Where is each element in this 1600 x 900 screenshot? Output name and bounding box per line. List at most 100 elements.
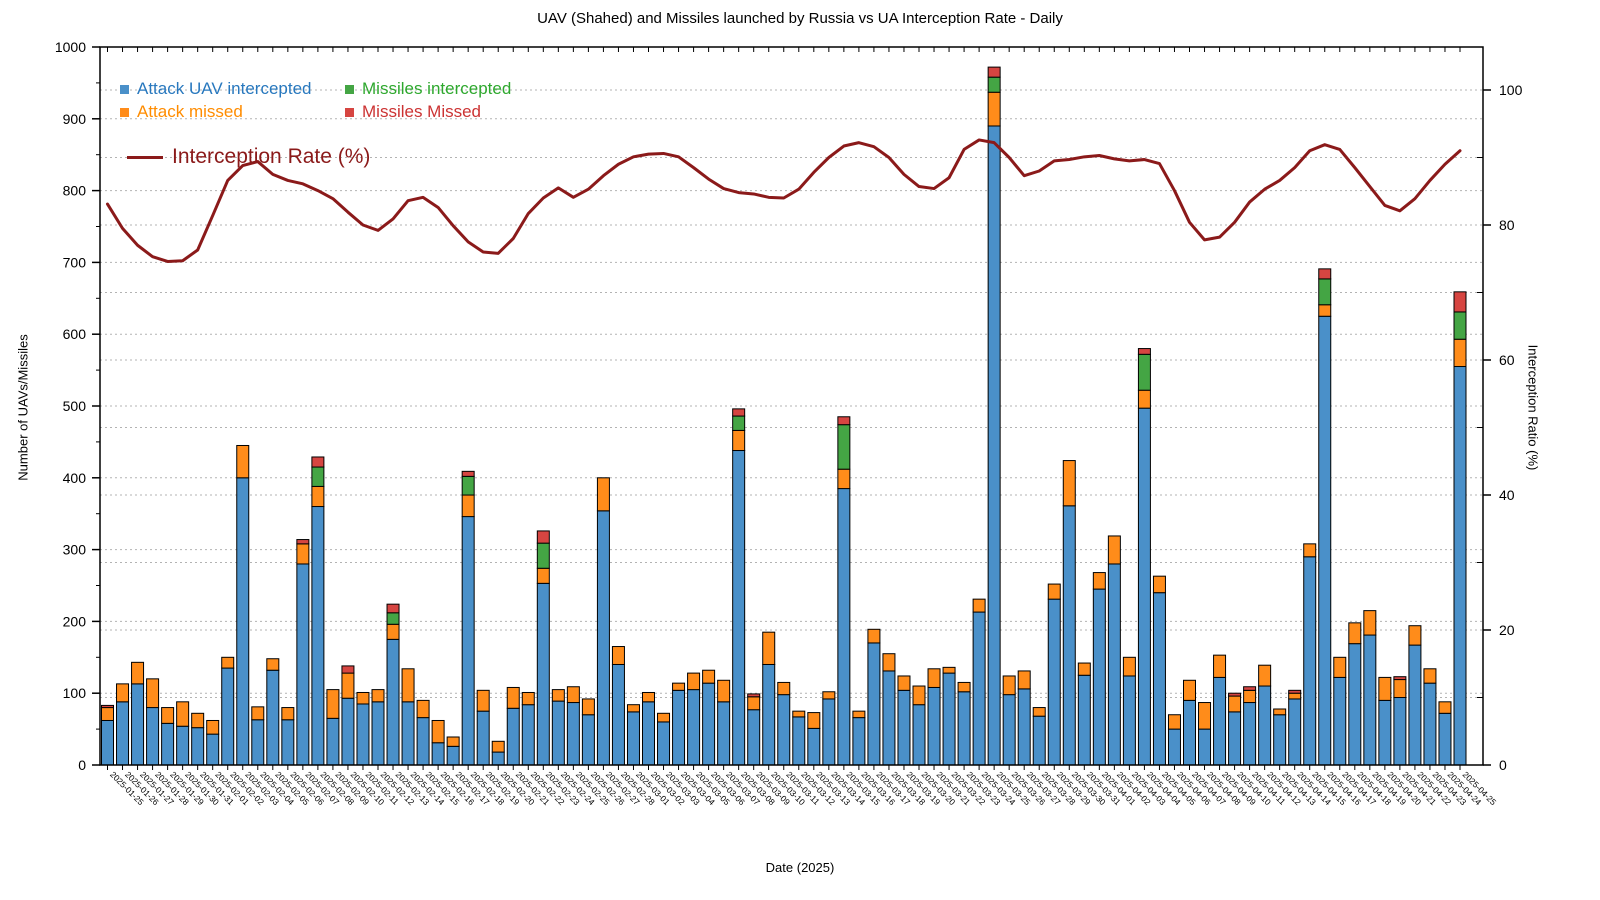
bar-uav-intercepted: [251, 719, 265, 766]
bar-uav-intercepted: [116, 701, 130, 766]
bar-missiles-missed: [311, 456, 325, 468]
y-right-tick-label: 40: [1499, 487, 1515, 503]
bar-uav-intercepted: [1243, 702, 1257, 766]
bar-uav-intercepted: [1258, 685, 1272, 766]
bar-attack-missed: [326, 689, 340, 719]
legend-item-missiles-intercepted: Missiles intercepted: [345, 79, 511, 98]
bar-attack-missed: [807, 712, 821, 729]
y-axis-right-title: Interception Ratio (%): [1525, 344, 1541, 471]
bar-attack-missed: [341, 672, 355, 699]
bar-attack-missed: [1062, 460, 1076, 507]
bar-uav-intercepted: [882, 670, 896, 766]
bar-uav-intercepted: [161, 722, 175, 766]
bar-attack-missed: [146, 678, 160, 709]
bar-missiles-missed: [1228, 692, 1242, 697]
bar-attack-missed: [296, 543, 310, 565]
bar-attack-missed: [672, 682, 686, 691]
bar-attack-missed: [1137, 389, 1151, 409]
bar-attack-missed: [431, 719, 445, 744]
bar-uav-intercepted: [476, 710, 490, 766]
bar-missiles-missed: [1288, 689, 1302, 694]
bar-attack-missed: [566, 686, 580, 704]
bar-uav-intercepted: [867, 642, 881, 766]
bar-attack-missed: [717, 679, 731, 703]
bar-uav-intercepted: [912, 704, 926, 766]
bar-missiles-intercepted: [311, 466, 325, 487]
bar-attack-missed: [1047, 583, 1061, 600]
y-left-tick-label: 100: [63, 685, 87, 701]
bar-uav-intercepted: [1002, 694, 1016, 766]
bar-attack-missed: [777, 681, 791, 696]
legend-swatch-attack-missed-icon: [120, 107, 129, 117]
bar-attack-missed: [1438, 701, 1452, 714]
bar-attack-missed: [1378, 676, 1392, 701]
bar-uav-intercepted: [642, 701, 655, 766]
bar-missiles-intercepted: [987, 76, 1001, 93]
bar-attack-missed: [281, 707, 295, 721]
bar-missiles-intercepted: [461, 475, 475, 496]
bar-attack-missed: [1152, 575, 1166, 594]
bar-attack-missed: [897, 675, 911, 691]
bar-attack-missed: [792, 710, 806, 718]
bar-attack-missed: [1393, 679, 1407, 699]
bar-attack-missed: [942, 666, 956, 674]
bar-uav-intercepted: [1137, 407, 1151, 766]
bar-uav-intercepted: [1318, 315, 1332, 766]
bar-attack-missed: [687, 672, 701, 691]
y-left-tick-label: 700: [63, 254, 87, 270]
bar-uav-intercepted: [1363, 634, 1377, 766]
bar-attack-missed: [1198, 702, 1212, 730]
bar-uav-intercepted: [311, 506, 325, 766]
bar-missiles-missed: [296, 539, 310, 545]
y-left-tick-label: 300: [63, 542, 87, 558]
bar-uav-intercepted: [1393, 697, 1407, 766]
bar-uav-intercepted: [957, 691, 971, 766]
bar-attack-missed: [987, 91, 1001, 127]
bar-uav-intercepted: [1198, 728, 1212, 766]
bar-attack-missed: [131, 661, 145, 685]
bar-attack-missed: [1408, 625, 1422, 646]
bar-uav-intercepted: [611, 663, 625, 766]
bar-uav-intercepted: [897, 689, 911, 766]
bar-attack-missed: [176, 701, 190, 727]
bar-attack-missed: [1348, 622, 1362, 645]
bar-missiles-intercepted: [837, 424, 851, 470]
bar-missiles-missed: [1393, 676, 1407, 681]
bar-attack-missed: [206, 719, 220, 735]
bar-attack-missed: [191, 712, 205, 729]
bar-attack-missed: [1288, 692, 1302, 700]
bar-uav-intercepted: [762, 663, 776, 766]
y-left-tick-label: 1000: [55, 39, 86, 55]
bar-attack-missed: [1002, 675, 1016, 696]
bar-uav-intercepted: [702, 682, 716, 766]
bar-uav-intercepted: [1303, 556, 1317, 766]
bar-uav-intercepted: [506, 707, 520, 766]
bar-uav-intercepted: [1032, 715, 1046, 766]
bar-attack-missed: [1333, 656, 1347, 678]
bar-uav-intercepted: [1107, 563, 1121, 766]
bar-uav-intercepted: [101, 719, 114, 766]
bar-uav-intercepted: [536, 582, 550, 766]
bar-attack-missed: [1363, 610, 1377, 636]
bar-missiles-intercepted: [1318, 278, 1332, 306]
y-right-tick-label: 20: [1499, 622, 1515, 638]
bar-missiles-missed: [536, 530, 550, 544]
bar-attack-missed: [1032, 707, 1046, 717]
bar-attack-missed: [1017, 670, 1031, 690]
bar-uav-intercepted: [401, 701, 415, 766]
bar-missiles-missed: [987, 66, 1001, 78]
bar-uav-intercepted: [131, 683, 145, 766]
legend-swatch-missiles-intercepted-icon: [345, 84, 354, 94]
bar-attack-missed: [957, 681, 971, 693]
y-right-tick-label: 100: [1499, 82, 1523, 98]
bar-uav-intercepted: [1152, 592, 1166, 766]
bar-missiles-missed: [1243, 686, 1257, 691]
y-axis-left-title: Number of UAVs/Missiles: [15, 334, 31, 481]
bar-uav-intercepted: [221, 667, 235, 766]
bar-uav-intercepted: [1333, 676, 1347, 766]
bar-attack-missed: [1303, 543, 1317, 558]
bar-uav-intercepted: [266, 669, 280, 766]
bar-attack-missed: [1092, 572, 1106, 590]
bar-attack-missed: [747, 696, 761, 711]
bar-attack-missed: [852, 710, 866, 719]
